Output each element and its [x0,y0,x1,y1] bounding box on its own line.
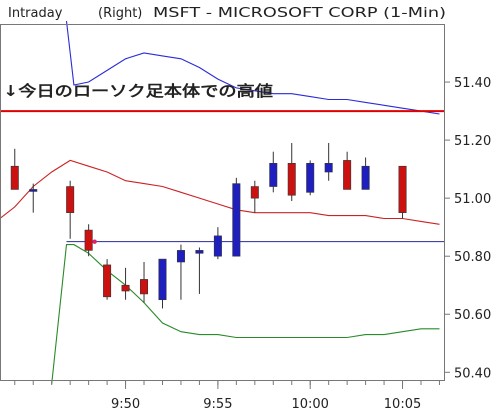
candle-body [324,163,333,173]
candle [29,183,38,213]
candle-body [140,279,149,295]
y-tick-label: 51.00 [454,192,491,207]
candle [176,244,185,300]
candle-body [232,183,241,257]
y-tick-label: 51.20 [454,134,491,149]
candle-body [84,229,93,251]
candle-body [213,235,222,257]
x-tick-label: 10:05 [384,397,421,412]
candle-body [66,186,75,213]
candle-body [195,250,204,254]
candle [287,143,296,202]
mid-band-line [0,159,440,225]
axes: 50.40 50.60 50.80 51.00 51.20 51.40 9:50 9:55 10… [0,24,491,412]
chart-title: MSFT - MICROSOFT CORP (1-Min) [153,6,446,21]
upper-band-line [65,21,440,115]
x-tick-label: 9:50 [111,397,140,412]
candle [140,262,149,303]
candle-body [287,163,296,196]
candle-body [306,163,315,193]
plot-area [0,21,445,384]
y-tick-label: 50.60 [454,308,491,323]
candle-body [29,189,38,192]
candle-body [398,165,407,213]
candle [343,151,352,190]
chart-mode-label: Intraday [8,6,63,21]
candle [121,267,130,300]
x-tick-label: 9:55 [203,397,232,412]
candle-body [121,284,130,292]
candle-body [176,250,185,263]
candle [269,151,278,193]
candle-body [10,165,19,190]
candle [361,157,370,190]
candle [306,160,315,196]
candle-body [250,186,259,199]
candle [195,247,204,294]
candle [103,259,112,300]
lower-band-line [51,244,440,384]
y-tick-label: 51.40 [454,76,491,91]
y-tick-label: 50.40 [454,366,491,381]
candle [84,224,93,257]
crossover-marker [92,239,97,244]
candle-body [343,160,352,190]
candle [10,148,19,190]
candle [324,143,333,181]
candle [398,165,407,219]
candle [66,180,75,239]
plot-frame [0,24,445,381]
candle-body [361,165,370,190]
candle [250,180,259,213]
candle [213,227,222,260]
candle [232,177,241,257]
y-tick-label: 50.80 [454,250,491,265]
candle-body [158,258,167,301]
x-tick-label: 10:00 [291,397,328,412]
high-price-annotation: ↓今日のローソク足本体での高値 [3,82,273,100]
candle-body [103,264,112,298]
candle-body [269,163,278,187]
axis-side-label: (Right) [98,6,142,21]
candle [158,258,167,309]
